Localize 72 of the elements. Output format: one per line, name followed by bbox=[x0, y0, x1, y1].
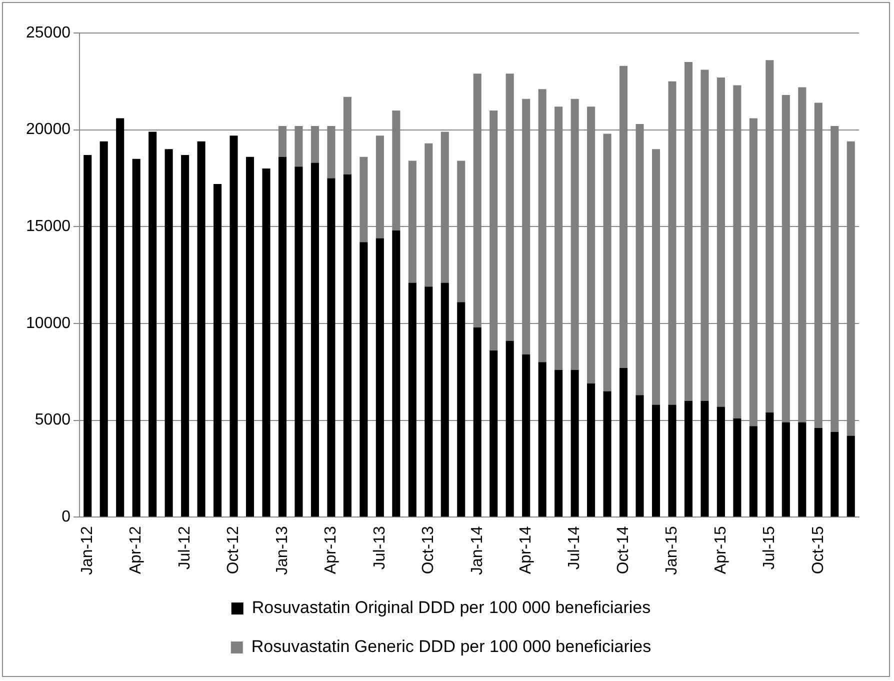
bar bbox=[197, 141, 206, 517]
bar bbox=[392, 230, 400, 517]
bar bbox=[490, 350, 498, 517]
bar bbox=[506, 340, 514, 517]
bar bbox=[668, 404, 676, 517]
x-tick-label: Jan-14 bbox=[468, 526, 486, 575]
x-tick-label: Jul-12 bbox=[176, 526, 194, 570]
bar bbox=[310, 162, 319, 517]
bar bbox=[473, 327, 482, 517]
bar bbox=[343, 174, 352, 517]
bar bbox=[603, 391, 612, 517]
bar bbox=[620, 368, 628, 517]
bar bbox=[360, 242, 368, 517]
bar bbox=[766, 412, 774, 517]
bar bbox=[457, 302, 466, 517]
bar bbox=[164, 149, 173, 517]
y-tick-label: 5000 bbox=[34, 412, 71, 429]
y-tick-label: 15000 bbox=[26, 218, 71, 236]
bar bbox=[846, 436, 855, 517]
bar bbox=[214, 184, 222, 517]
bar bbox=[830, 432, 839, 517]
bar bbox=[246, 156, 254, 517]
x-tick-label: Apr-15 bbox=[712, 526, 730, 574]
x-tick-label: Oct-14 bbox=[614, 526, 632, 574]
bar bbox=[684, 400, 692, 517]
bar bbox=[652, 404, 660, 517]
bar bbox=[440, 282, 449, 517]
bar bbox=[570, 370, 579, 517]
bar bbox=[554, 370, 563, 517]
bar bbox=[230, 136, 238, 517]
y-tick-label: 20000 bbox=[26, 121, 71, 138]
y-tick-label: 10000 bbox=[26, 314, 71, 332]
bar bbox=[327, 178, 336, 517]
x-tick-label: Jul-14 bbox=[566, 526, 584, 570]
bar bbox=[424, 286, 433, 517]
bar bbox=[181, 154, 190, 517]
x-tick-label: Oct-12 bbox=[225, 526, 242, 574]
legend-label: Rosuvastatin Original DDD per 100 000 beneficiaries bbox=[252, 598, 651, 618]
x-tick-label: Jan-15 bbox=[664, 526, 681, 575]
bar bbox=[408, 282, 416, 517]
x-tick-label: Oct-13 bbox=[420, 526, 438, 574]
x-tick-label: Oct-15 bbox=[810, 526, 827, 574]
bar bbox=[294, 166, 303, 517]
bar bbox=[587, 383, 596, 517]
bar bbox=[262, 168, 270, 517]
bar bbox=[636, 395, 644, 517]
bar bbox=[749, 426, 758, 517]
bar bbox=[814, 428, 822, 517]
bar bbox=[798, 422, 806, 517]
y-tick-label: 25000 bbox=[26, 24, 71, 42]
bar bbox=[782, 422, 790, 517]
bar bbox=[716, 406, 725, 517]
x-tick-label: Apr-14 bbox=[517, 526, 534, 574]
bar bbox=[522, 354, 530, 517]
bar bbox=[538, 362, 546, 517]
x-tick-label: Apr-13 bbox=[322, 526, 340, 574]
bar bbox=[376, 238, 384, 517]
x-tick-label: Jan-12 bbox=[79, 526, 96, 575]
x-tick-label: Apr-12 bbox=[128, 526, 145, 574]
bar bbox=[148, 132, 157, 517]
y-tick-label: 0 bbox=[62, 508, 71, 526]
bar bbox=[84, 154, 92, 517]
bar bbox=[116, 118, 124, 517]
x-tick-label: Jul-15 bbox=[761, 526, 778, 570]
bar bbox=[132, 158, 140, 517]
x-tick-label: Jul-13 bbox=[371, 526, 388, 570]
x-tick-label: Jan-13 bbox=[274, 526, 291, 575]
bar bbox=[733, 418, 742, 517]
bar bbox=[278, 156, 287, 517]
bar bbox=[100, 141, 108, 517]
legend-label: Rosuvastatin Generic DDD per 100 000 beneficiaries bbox=[251, 637, 652, 656]
bar bbox=[700, 400, 709, 517]
